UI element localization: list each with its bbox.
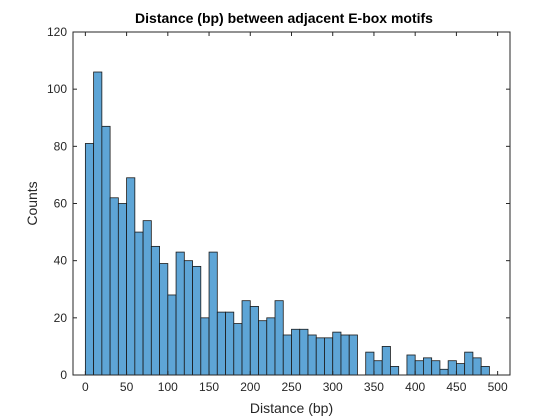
y-tick-label: 60 bbox=[54, 197, 68, 211]
histogram-bar bbox=[101, 125, 111, 376]
histogram-bar bbox=[291, 328, 301, 376]
histogram-bar bbox=[109, 197, 119, 376]
x-tick-label: 200 bbox=[240, 380, 260, 394]
histogram-bar bbox=[406, 354, 416, 376]
x-tick-label: 500 bbox=[488, 380, 508, 394]
histogram-bar bbox=[324, 337, 334, 376]
x-tick-label: 350 bbox=[364, 380, 384, 394]
histogram-bar bbox=[117, 203, 127, 376]
x-tick-label: 300 bbox=[323, 380, 343, 394]
histogram-bar bbox=[365, 351, 375, 376]
x-axis-label: Distance (bp) bbox=[250, 400, 333, 416]
histogram-bar bbox=[282, 334, 292, 376]
histogram-bar bbox=[472, 357, 482, 376]
plot-frame bbox=[72, 31, 511, 376]
histogram-bar bbox=[216, 311, 226, 376]
histogram-bar bbox=[464, 351, 474, 376]
histogram-bar bbox=[447, 360, 457, 376]
histogram-bar bbox=[167, 294, 177, 376]
histogram-bar bbox=[332, 331, 342, 376]
histogram-bar bbox=[233, 323, 243, 376]
histogram-bar bbox=[423, 357, 433, 376]
x-tick-label: 450 bbox=[446, 380, 466, 394]
histogram-bar bbox=[258, 320, 268, 376]
histogram-bar bbox=[183, 260, 193, 376]
histogram-bar bbox=[381, 346, 391, 376]
histogram-bar bbox=[340, 334, 350, 376]
histogram-bar bbox=[456, 363, 466, 376]
histogram-bar bbox=[348, 334, 358, 376]
x-tick-label: 50 bbox=[120, 380, 134, 394]
histogram-bar bbox=[299, 328, 309, 376]
y-tick-label: 100 bbox=[47, 82, 67, 96]
histogram-bar bbox=[307, 334, 317, 376]
y-tick-label: 0 bbox=[60, 368, 67, 382]
histogram-bar bbox=[431, 360, 441, 376]
histogram-bar bbox=[315, 337, 325, 376]
y-tick-label: 120 bbox=[47, 25, 67, 39]
x-tick-label: 100 bbox=[158, 380, 178, 394]
histogram-bar bbox=[480, 366, 490, 376]
x-axis-ticks: 0 50 100 150 200 250 300 350 400 450 500 bbox=[82, 32, 508, 394]
histogram-bar bbox=[373, 360, 383, 376]
y-tick-label: 80 bbox=[54, 139, 68, 153]
histogram-bar bbox=[175, 251, 185, 376]
histogram-bar bbox=[93, 71, 103, 376]
histogram-bar bbox=[390, 366, 400, 376]
y-tick-label: 40 bbox=[54, 254, 68, 268]
histogram-bar bbox=[208, 251, 218, 376]
x-tick-label: 250 bbox=[281, 380, 301, 394]
histogram-bar bbox=[225, 311, 235, 376]
y-tick-label: 20 bbox=[54, 311, 68, 325]
chart-title: Distance (bp) between adjacent E-box mot… bbox=[135, 10, 433, 26]
histogram-bar bbox=[150, 245, 160, 376]
histogram-bar bbox=[274, 300, 284, 376]
histogram-bar bbox=[241, 300, 251, 376]
histogram-bar bbox=[249, 305, 259, 376]
histogram-bar bbox=[192, 265, 202, 376]
histogram-bar bbox=[84, 143, 95, 376]
x-tick-label: 150 bbox=[199, 380, 219, 394]
y-axis-ticks: 0 20 40 60 80 100 120 bbox=[47, 25, 510, 382]
histogram-bar bbox=[200, 317, 210, 376]
histogram-bar bbox=[439, 368, 449, 376]
histogram-bar bbox=[414, 360, 424, 376]
histogram-bar bbox=[142, 220, 152, 376]
histogram-bar bbox=[159, 263, 169, 376]
y-axis-label: Counts bbox=[24, 181, 40, 225]
x-tick-label: 400 bbox=[405, 380, 425, 394]
histogram-bar bbox=[266, 317, 276, 376]
histogram-bar bbox=[134, 231, 144, 376]
x-tick-label: 0 bbox=[82, 380, 89, 394]
histogram-bar bbox=[126, 177, 136, 376]
